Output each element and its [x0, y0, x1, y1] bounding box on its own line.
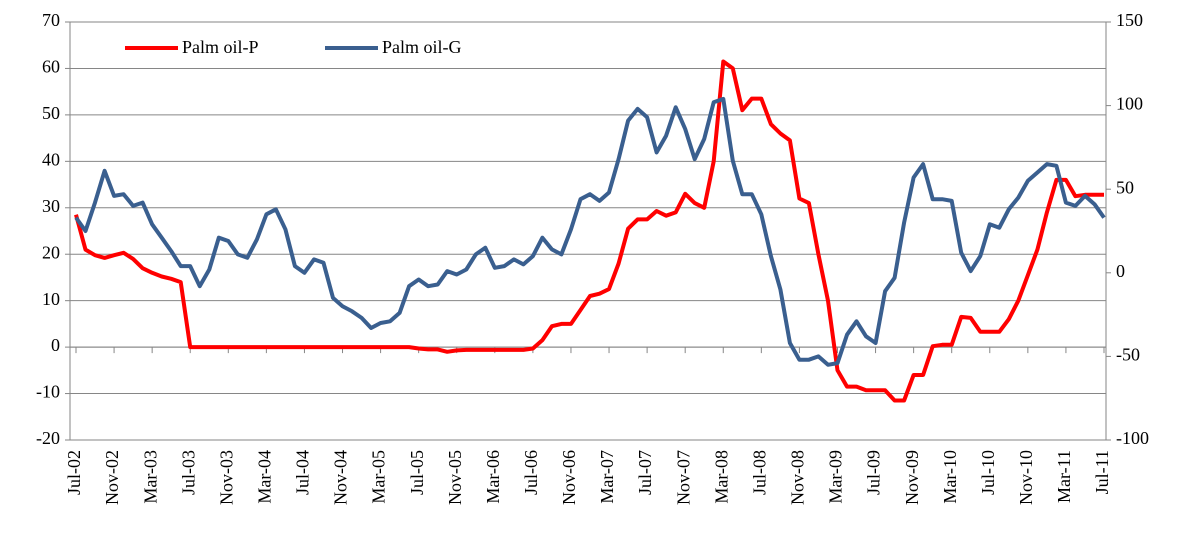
y2-tick-label: 150: [1116, 10, 1143, 30]
x-tick-label: Nov-05: [445, 450, 465, 505]
y-tick-label: 40: [42, 149, 60, 169]
x-tick-label: Jul-03: [178, 450, 198, 495]
y2-tick-label: -50: [1116, 345, 1140, 365]
x-tick-label: Jul-08: [749, 450, 769, 495]
x-tick-label: Mar-11: [1054, 450, 1074, 503]
x-tick-label: Mar-10: [940, 450, 960, 504]
x-tick-label: Mar-06: [483, 450, 503, 504]
x-tick-label: Nov-09: [902, 450, 922, 505]
legend-label: Palm oil-G: [382, 37, 462, 57]
x-tick-label: Nov-06: [559, 450, 579, 505]
series-line: [74, 59, 1104, 403]
x-tick-label: Mar-03: [140, 450, 160, 504]
x-tick-label: Mar-08: [711, 450, 731, 504]
x-tick-label: Mar-07: [597, 450, 617, 504]
series-line: [74, 96, 1106, 367]
x-tick-label: Nov-02: [102, 450, 122, 505]
y-tick-label: 20: [42, 242, 60, 262]
x-tick-label: Jul-05: [407, 450, 427, 495]
y-tick-label: 60: [42, 57, 60, 77]
x-tick-label: Mar-04: [254, 450, 274, 504]
x-tick-label: Nov-08: [788, 450, 808, 505]
y-tick-label: 70: [42, 10, 60, 30]
x-tick-label: Mar-09: [826, 450, 846, 504]
y-tick-label: 30: [42, 196, 60, 216]
y2-tick-label: 0: [1116, 261, 1125, 281]
legend-label: Palm oil-P: [182, 37, 259, 57]
y-tick-label: -20: [36, 428, 60, 448]
x-tick-label: Nov-10: [1016, 450, 1036, 505]
y2-tick-label: 50: [1116, 177, 1134, 197]
x-tick-label: Mar-05: [369, 450, 389, 504]
x-tick-label: Jul-10: [978, 450, 998, 495]
x-tick-label: Jul-11: [1092, 450, 1112, 494]
x-tick-label: Jul-02: [64, 450, 84, 495]
y-tick-label: -10: [36, 382, 60, 402]
x-tick-label: Jul-06: [521, 450, 541, 495]
y2-tick-label: 100: [1116, 94, 1143, 114]
x-tick-label: Nov-04: [331, 450, 351, 505]
x-tick-label: Nov-03: [216, 450, 236, 505]
y-tick-label: 0: [51, 335, 60, 355]
y-tick-label: 50: [42, 103, 60, 123]
x-tick-label: Jul-07: [635, 450, 655, 495]
y2-tick-label: -100: [1116, 428, 1149, 448]
y-tick-label: 10: [42, 289, 60, 309]
x-tick-label: Jul-04: [293, 450, 313, 495]
x-tick-label: Nov-07: [673, 450, 693, 505]
x-tick-label: Jul-09: [864, 450, 884, 495]
